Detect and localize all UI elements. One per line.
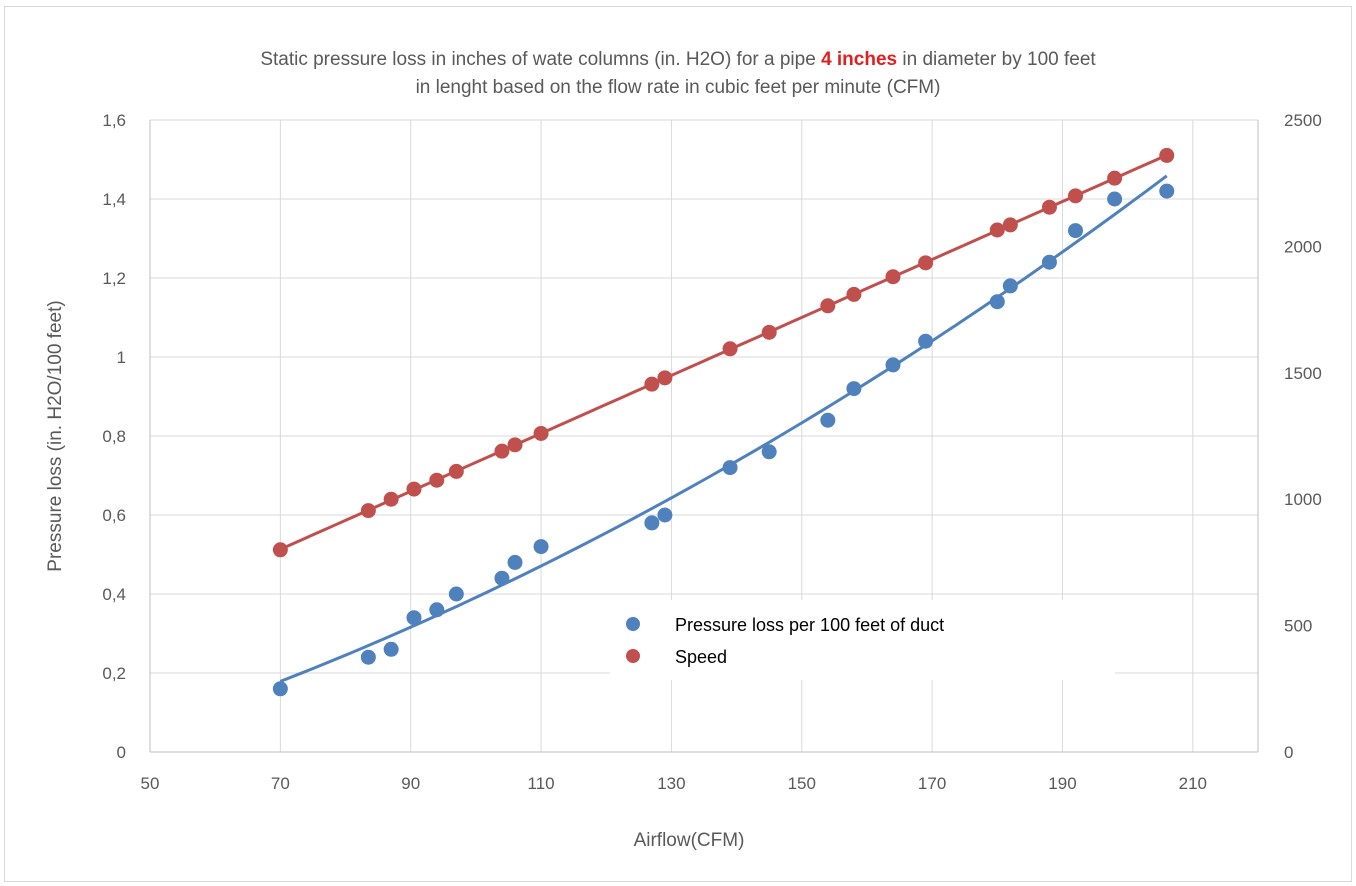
data-point-speed [448,463,464,479]
data-point-speed [406,481,422,497]
data-point-pressure [761,444,777,460]
x-tick-label: 150 [788,774,816,793]
x-axis-title: Airflow(CFM) [634,830,745,851]
data-point-pressure [989,294,1005,310]
y-tick-label: 1,2 [102,269,126,288]
data-point-pressure [1041,254,1057,270]
data-points [272,147,1175,697]
x-tick-label: 50 [141,774,160,793]
data-point-pressure [1107,191,1123,207]
data-point-pressure [846,381,862,397]
chart-title-line2: in lenght based on the flow rate in cubi… [415,77,941,98]
data-point-pressure [657,507,673,523]
title-prefix: Static pressure loss in inches of wate c… [260,49,822,70]
data-point-pressure [885,357,901,373]
data-point-speed [989,222,1005,238]
y-tick-label: 1,6 [102,111,126,130]
x-tick-label: 210 [1179,774,1207,793]
data-point-speed [383,491,399,507]
title-highlight: 4 inches [821,49,898,70]
y-tick-label: 0 [117,743,126,762]
data-point-pressure [272,681,288,697]
legend-marker-speed [626,649,640,663]
chart-title: Static pressure loss in inches of wate c… [0,46,1356,102]
data-point-pressure [507,554,523,570]
y2-tick-label: 500 [1284,617,1312,636]
legend-marker-pressure [626,617,640,631]
x-tick-label: 190 [1048,774,1076,793]
data-point-pressure [722,460,738,476]
data-point-pressure [448,586,464,602]
data-point-pressure [533,539,549,555]
x-tick-label: 130 [657,774,685,793]
data-point-speed [1068,188,1084,204]
data-point-speed [820,298,836,314]
data-point-pressure [1002,278,1018,294]
y-tick-label: 0,2 [102,664,126,683]
data-point-speed [761,324,777,340]
x-tick-label: 90 [401,774,420,793]
data-point-speed [918,255,934,271]
data-point-speed [272,542,288,558]
y-tick-label: 1 [117,348,126,367]
tick-labels: 0 0,2 0,4 0,6 0,8 1 1,2 1,4 1,6 50 70 90 110 130 150 17… [102,111,1321,793]
y-tick-label: 0,8 [102,427,126,446]
y-tick-label: 0,4 [102,585,126,604]
data-point-speed [846,286,862,302]
axes [149,120,1259,753]
data-point-pressure [360,649,376,665]
data-point-speed [1041,199,1057,215]
y-tick-label: 0,6 [102,506,126,525]
data-point-speed [507,437,523,453]
x-tick-label: 170 [918,774,946,793]
data-point-pressure [383,641,399,657]
data-point-speed [885,269,901,285]
y2-tick-label: 1500 [1284,364,1322,383]
y-tick-label: 1,4 [102,190,126,209]
data-point-speed [533,425,549,441]
chart-frame [4,6,1352,882]
data-point-speed [1002,217,1018,233]
data-point-speed [429,472,445,488]
data-point-speed [494,443,510,459]
data-point-speed [657,370,673,386]
data-point-speed [722,341,738,357]
data-point-speed [360,503,376,519]
data-point-pressure [1159,183,1175,199]
data-point-pressure [1068,223,1084,239]
legend: Pressure loss per 100 feet of duct Speed [610,600,1115,680]
data-point-pressure [820,412,836,428]
y2-tick-label: 0 [1284,743,1293,762]
data-point-pressure [429,602,445,618]
legend-label-speed: Speed [675,647,727,667]
legend-label-pressure: Pressure loss per 100 feet of duct [675,615,944,635]
data-point-speed [644,376,660,392]
x-tick-label: 70 [271,774,290,793]
title-suffix: in diameter by 100 feet [897,49,1096,70]
legend-background [610,600,1115,680]
x-tick-label: 110 [528,774,555,793]
data-point-pressure [494,570,510,586]
y2-tick-label: 1000 [1284,490,1322,509]
y2-tick-label: 2000 [1284,237,1322,256]
y2-tick-label: 2500 [1284,111,1322,130]
data-point-speed [1107,170,1123,186]
data-point-speed [1159,147,1175,163]
y-axis-title: Pressure loss (in. H2O/100 feet) [45,300,66,571]
data-point-pressure [918,333,934,349]
chart-title-line1: Static pressure loss in inches of wate c… [0,46,1356,74]
data-point-pressure [406,610,422,626]
data-point-pressure [644,515,660,531]
